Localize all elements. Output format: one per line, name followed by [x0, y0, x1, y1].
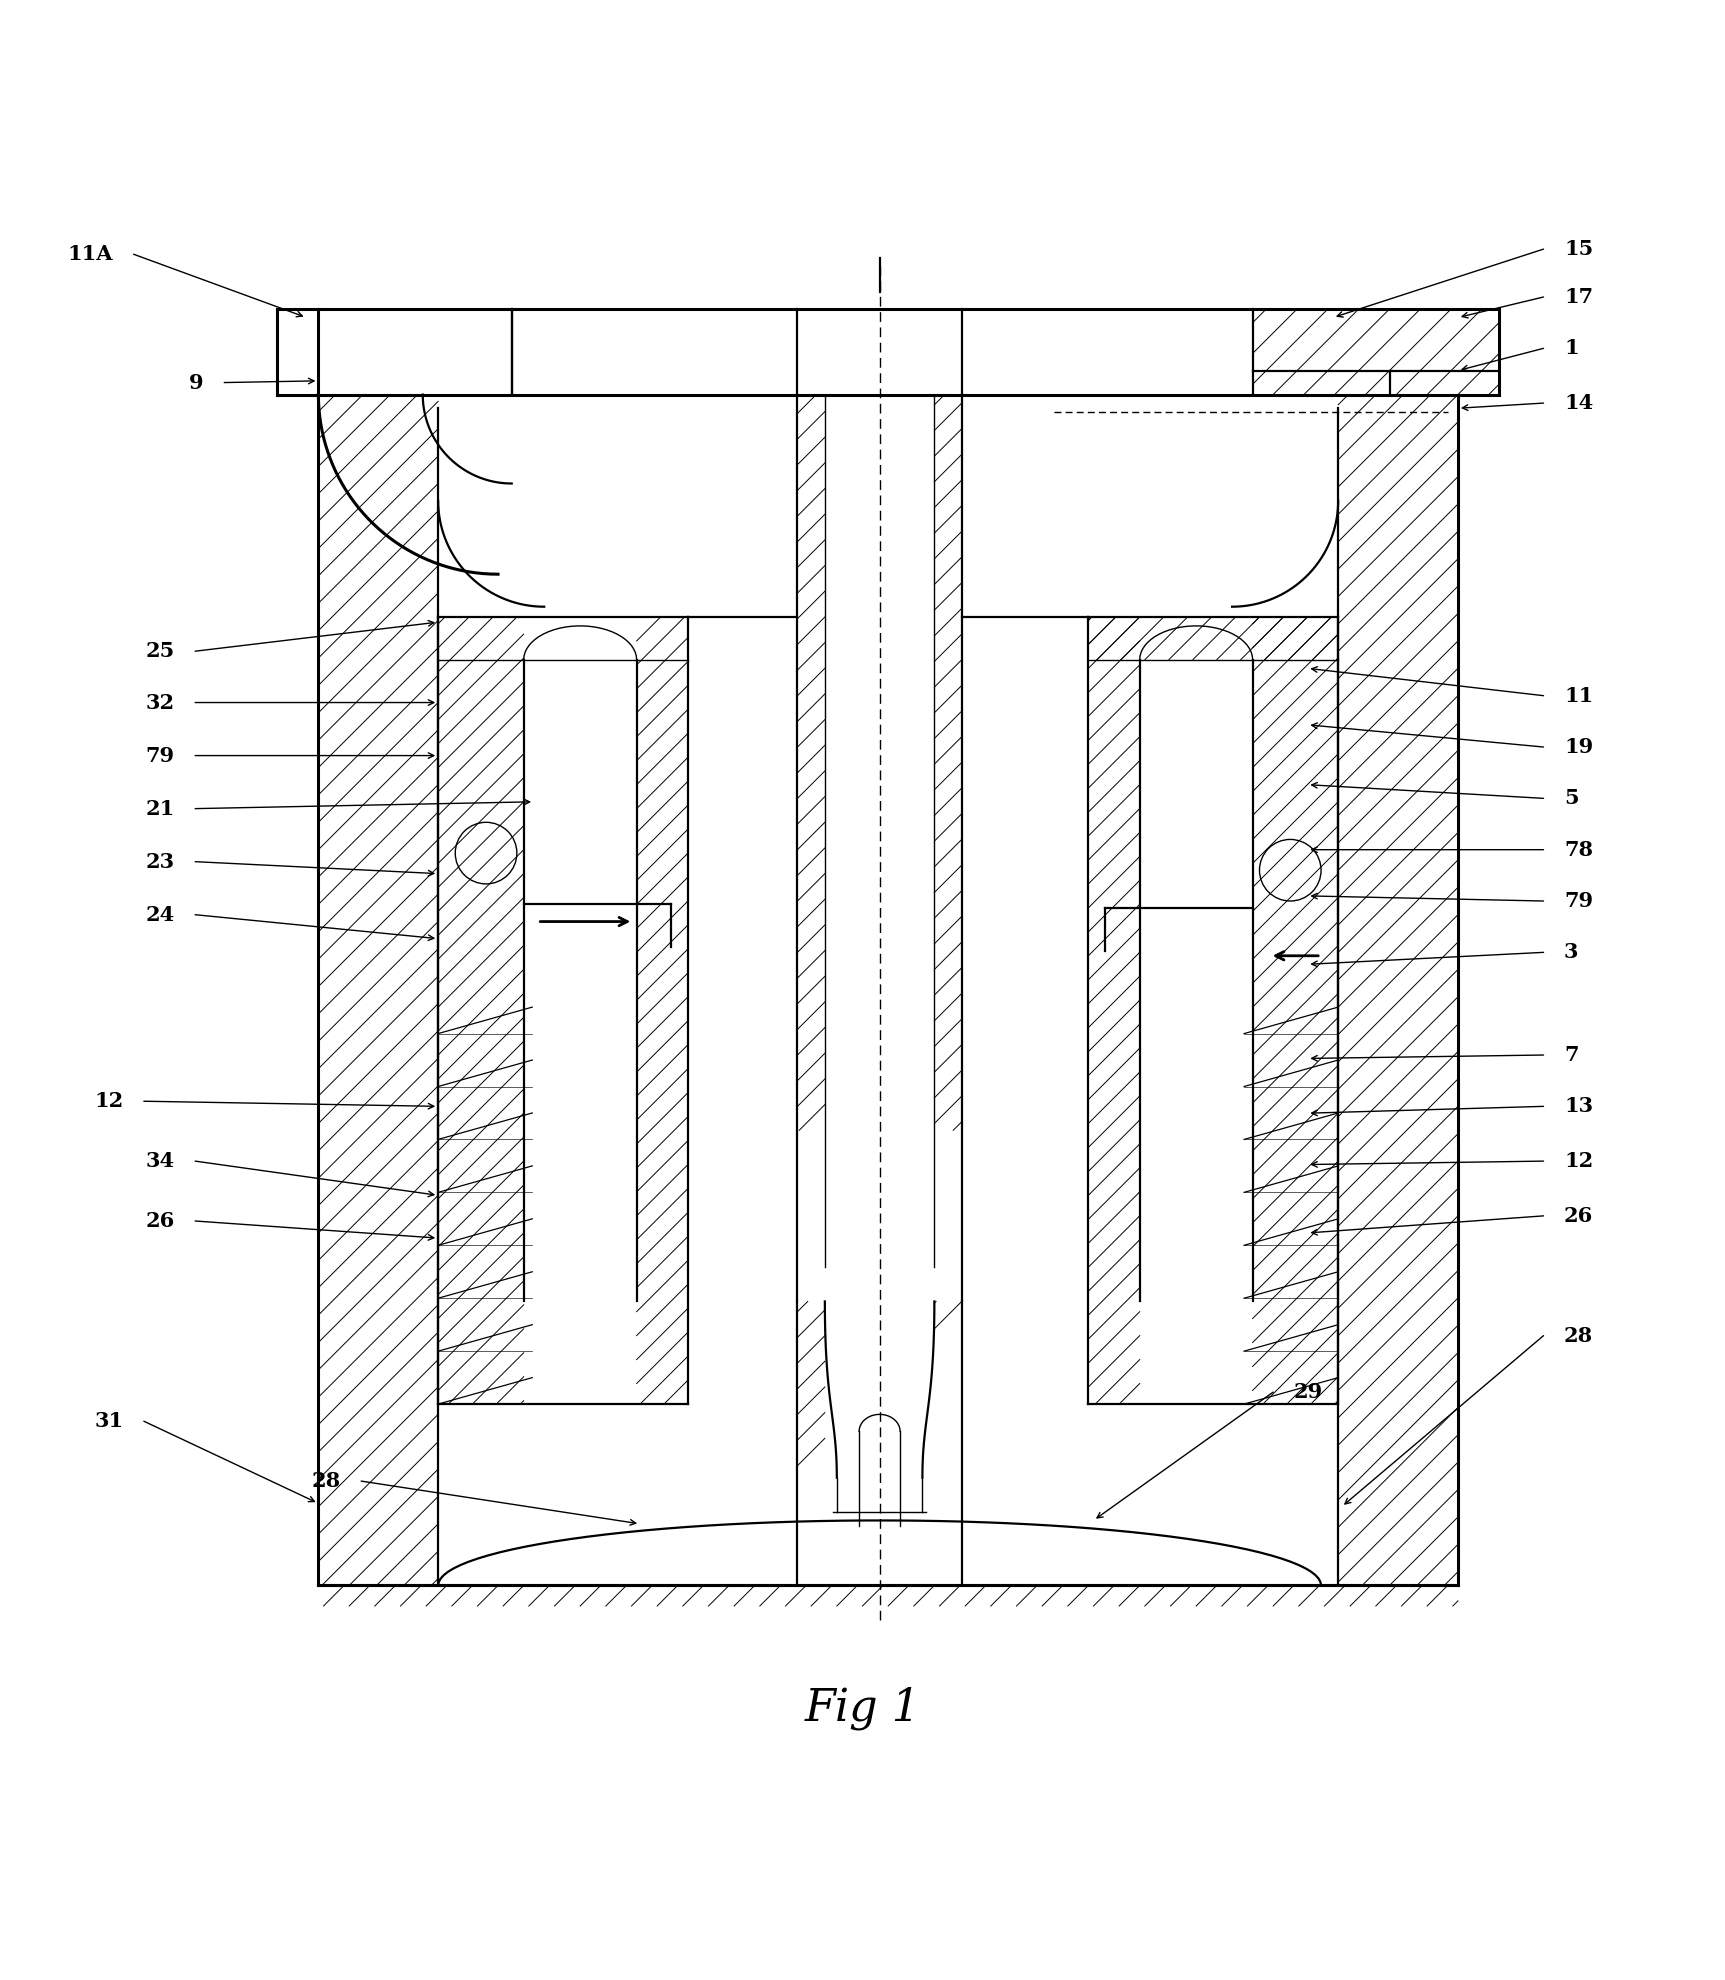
- Text: 5: 5: [1565, 788, 1578, 808]
- Text: 24: 24: [145, 905, 174, 925]
- Text: 14: 14: [1565, 394, 1594, 414]
- Text: 78: 78: [1565, 840, 1594, 859]
- Text: 17: 17: [1565, 287, 1594, 307]
- Text: 12: 12: [95, 1091, 122, 1111]
- Text: 7: 7: [1565, 1045, 1578, 1065]
- Text: 11: 11: [1565, 685, 1594, 705]
- Text: Fig 1: Fig 1: [804, 1687, 921, 1731]
- Text: 29: 29: [1294, 1382, 1323, 1402]
- Text: 12: 12: [1565, 1150, 1594, 1170]
- Text: 15: 15: [1565, 240, 1594, 259]
- Text: 25: 25: [145, 642, 174, 661]
- Text: 79: 79: [1565, 891, 1594, 911]
- Text: 28: 28: [312, 1471, 340, 1491]
- Text: 1: 1: [1565, 339, 1578, 358]
- Text: 34: 34: [145, 1150, 174, 1170]
- Text: 28: 28: [1565, 1327, 1594, 1346]
- Text: 26: 26: [145, 1212, 174, 1232]
- Text: 26: 26: [1565, 1206, 1594, 1226]
- Text: 32: 32: [145, 693, 174, 713]
- Text: 9: 9: [190, 372, 204, 392]
- Text: 31: 31: [95, 1412, 122, 1432]
- Text: 19: 19: [1565, 737, 1594, 756]
- Text: 79: 79: [145, 746, 174, 766]
- Text: 23: 23: [145, 851, 174, 871]
- Text: 3: 3: [1565, 942, 1578, 962]
- Text: 13: 13: [1565, 1097, 1594, 1117]
- Text: 21: 21: [145, 798, 174, 818]
- Text: 11A: 11A: [67, 244, 114, 263]
